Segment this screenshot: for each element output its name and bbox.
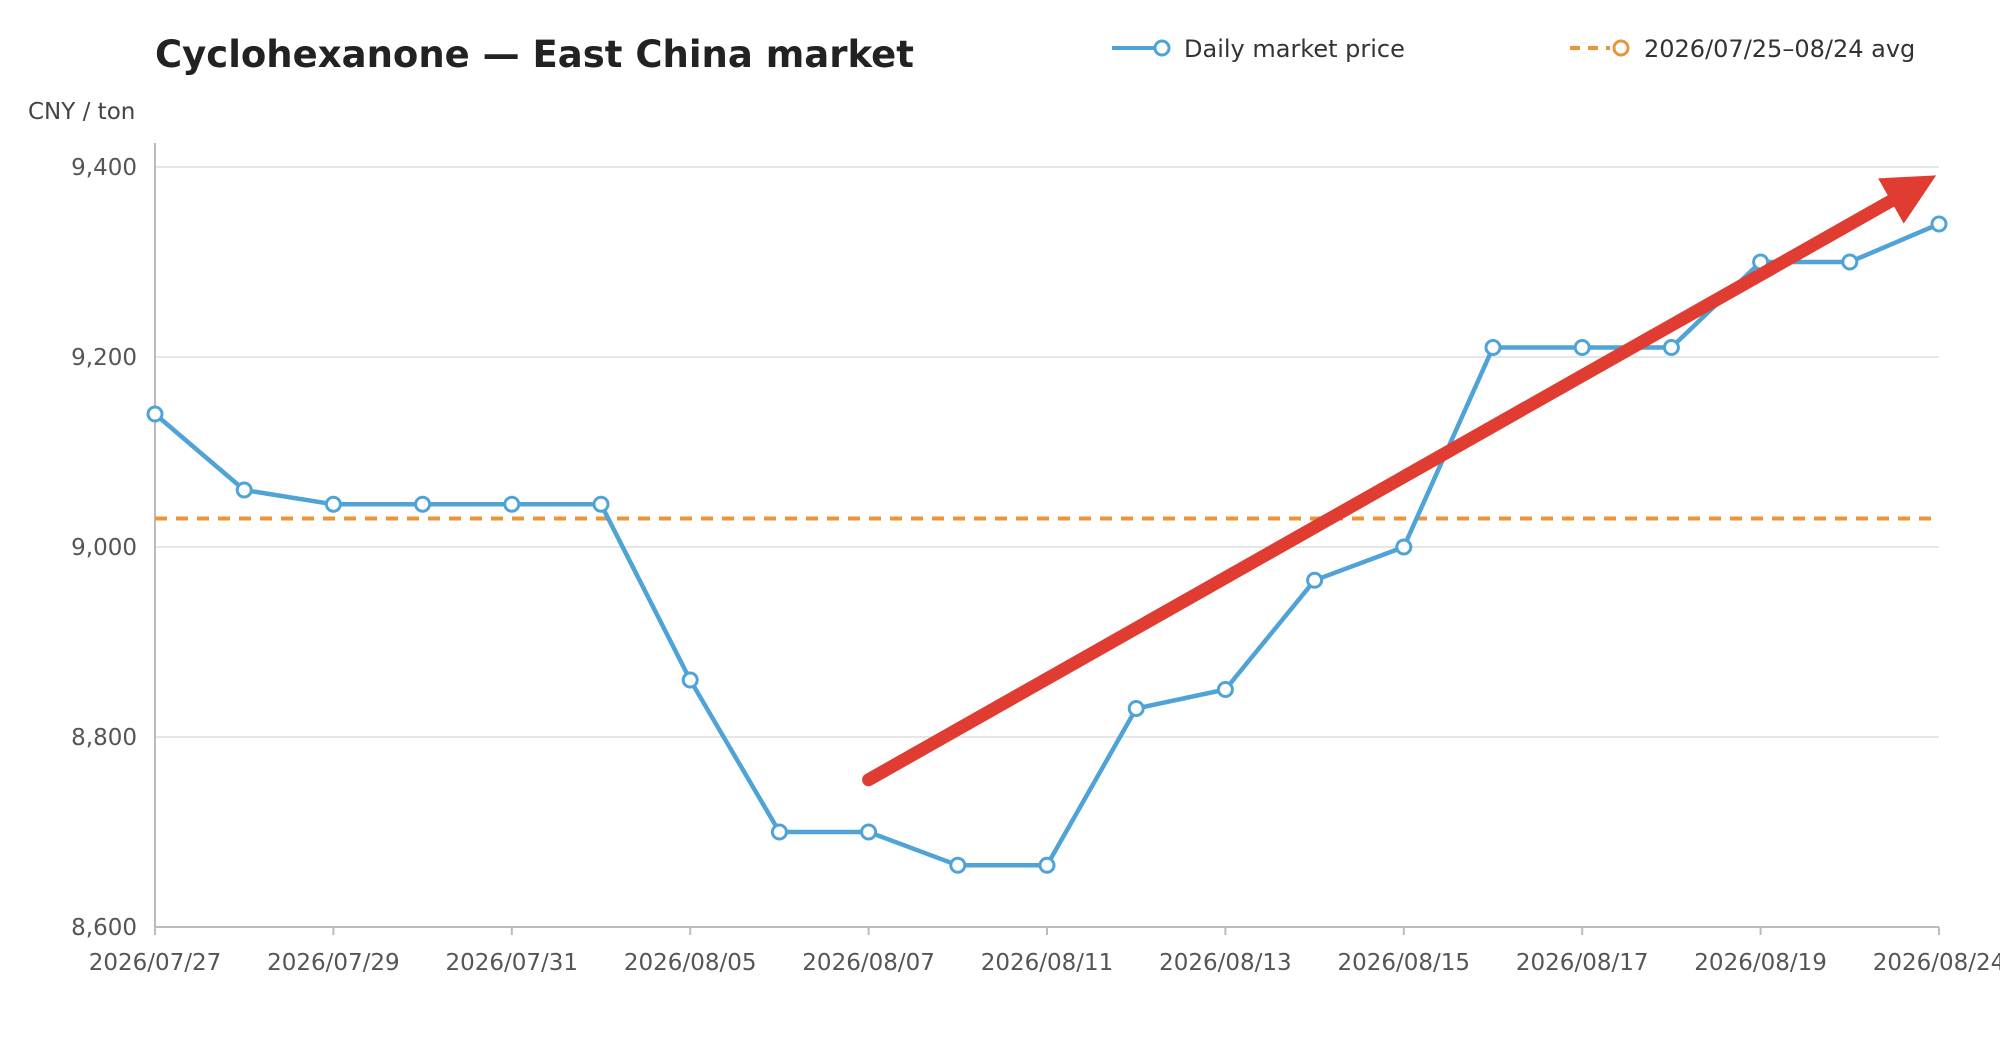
price-point[interactable]	[1127, 700, 1145, 717]
x-tick-label: 2026/07/27	[89, 950, 222, 976]
trend-arrow-icon	[862, 175, 1937, 787]
legend-label-average: 2026/07/25–08/24 avg	[1644, 35, 1915, 63]
chart-title: Cyclohexanone — East China market	[155, 33, 914, 76]
price-point[interactable]	[324, 495, 342, 513]
x-tick-label: 2026/07/29	[267, 950, 400, 976]
y-tick-label: 9,400	[71, 155, 137, 181]
price-point[interactable]	[1395, 538, 1413, 556]
x-tick-label: 2026/08/15	[1338, 950, 1471, 976]
price-point[interactable]	[1484, 339, 1502, 356]
x-tick-label: 2026/08/17	[1516, 950, 1649, 976]
y-tick-label: 8,600	[71, 915, 137, 941]
price-point[interactable]	[1573, 339, 1591, 356]
x-tick-label: 2026/08/11	[981, 950, 1114, 976]
axes	[154, 143, 1939, 928]
price-point[interactable]	[860, 823, 878, 841]
x-tick-label: 2026/08/19	[1694, 950, 1827, 976]
y-tick-label: 8,800	[71, 725, 137, 751]
price-point[interactable]	[592, 495, 610, 513]
price-point[interactable]	[503, 495, 521, 513]
x-tick-label: 2026/08/13	[1159, 950, 1292, 976]
legend-item-price[interactable]: Daily market price	[1112, 35, 1405, 63]
price-point[interactable]	[1038, 856, 1056, 874]
price-point[interactable]	[681, 671, 699, 689]
legend-item-average[interactable]: 2026/07/25–08/24 avg	[1570, 35, 1915, 63]
y-axis-title: CNY / ton	[28, 99, 135, 125]
x-tick-label: 2026/08/05	[624, 950, 757, 976]
x-tick-label: 2026/08/24	[1873, 950, 2000, 976]
price-point[interactable]	[1841, 253, 1859, 271]
price-point[interactable]	[770, 823, 788, 841]
y-tick-label: 9,000	[71, 535, 137, 561]
price-point[interactable]	[235, 481, 253, 499]
price-point[interactable]	[414, 495, 432, 513]
price-point[interactable]	[1930, 215, 1948, 233]
x-tick-label: 2026/08/07	[802, 950, 935, 976]
price-point[interactable]	[949, 856, 967, 874]
legend: Daily market price 2026/07/25–08/24 avg	[1112, 35, 1915, 63]
price-points	[146, 215, 1948, 874]
trend-annotation	[862, 175, 1937, 787]
legend-marker-average-icon	[1612, 39, 1630, 57]
x-axis-ticks: 2026/07/27 2026/07/29 2026/07/31 2026/08/05…	[89, 927, 2000, 976]
price-point[interactable]	[1662, 339, 1680, 356]
price-point[interactable]	[1216, 681, 1234, 698]
grid	[155, 166, 1939, 738]
y-tick-label: 9,200	[71, 345, 137, 371]
legend-marker-price-icon	[1153, 39, 1171, 57]
legend-label-price: Daily market price	[1184, 35, 1405, 63]
y-axis-ticks: 8,600 8,800 9,000 9,200 9,400	[71, 155, 137, 941]
x-tick-label: 2026/07/31	[446, 950, 579, 976]
price-point[interactable]	[1306, 571, 1324, 589]
price-point[interactable]	[146, 405, 164, 423]
